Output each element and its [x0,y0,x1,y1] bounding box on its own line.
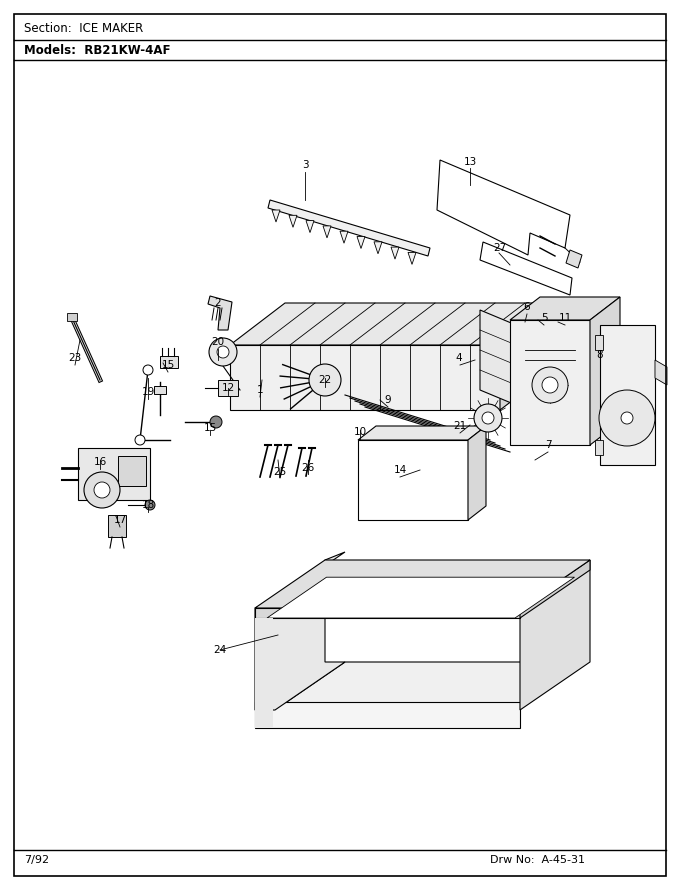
Bar [218,380,238,396]
Bar [595,335,603,350]
Bar [160,356,178,368]
Polygon shape [78,448,150,500]
Polygon shape [255,702,520,728]
Text: 10: 10 [354,427,367,437]
Polygon shape [289,215,297,227]
Text: 16: 16 [93,457,107,467]
Polygon shape [590,297,620,445]
Polygon shape [520,560,590,710]
Polygon shape [480,242,572,295]
Circle shape [309,364,341,396]
Polygon shape [655,360,667,385]
Polygon shape [437,160,570,255]
Text: Drw No:  A-45-31: Drw No: A-45-31 [490,855,585,865]
Polygon shape [520,560,590,618]
Polygon shape [255,552,345,710]
Text: 6: 6 [524,302,530,312]
Polygon shape [510,320,590,445]
Text: 3: 3 [302,160,308,170]
Bar [108,515,126,537]
Text: 18: 18 [141,500,154,510]
Text: 26: 26 [301,463,315,473]
Text: Section:  ICE MAKER: Section: ICE MAKER [24,21,143,35]
Text: 21: 21 [454,421,466,431]
Polygon shape [340,231,348,243]
Circle shape [542,377,558,393]
Bar [595,440,603,455]
Circle shape [474,404,502,432]
Polygon shape [566,250,582,268]
Circle shape [482,412,494,424]
Polygon shape [468,426,486,520]
Text: 15: 15 [203,423,217,433]
Polygon shape [255,618,273,728]
Polygon shape [357,237,365,248]
Polygon shape [275,662,580,710]
Text: 24: 24 [214,645,226,655]
Text: 1: 1 [256,385,263,395]
Text: 25: 25 [273,467,287,477]
Polygon shape [358,426,486,440]
Polygon shape [480,310,540,415]
Polygon shape [255,608,520,618]
Polygon shape [272,210,280,222]
Text: 4: 4 [456,353,462,363]
Text: Models:  RB21KW-4AF: Models: RB21KW-4AF [24,44,171,56]
Text: 27: 27 [494,243,507,253]
Text: 7/92: 7/92 [24,855,49,865]
Text: 5: 5 [541,313,547,323]
Text: 17: 17 [114,515,126,525]
Text: 8: 8 [596,350,603,360]
Circle shape [145,500,155,510]
Polygon shape [323,226,331,238]
Text: 23: 23 [69,353,82,363]
Text: 13: 13 [463,157,477,167]
Text: 20: 20 [211,337,224,347]
Polygon shape [408,253,416,264]
Circle shape [217,346,229,358]
Text: 14: 14 [393,465,407,475]
Polygon shape [255,560,590,608]
Polygon shape [208,296,232,330]
Polygon shape [510,297,620,320]
Text: 11: 11 [558,313,572,323]
Text: 15: 15 [161,360,175,370]
Polygon shape [255,702,520,740]
Circle shape [209,338,237,366]
Circle shape [532,367,568,403]
Text: 12: 12 [222,383,235,393]
Bar [118,456,146,486]
Polygon shape [268,200,430,256]
Circle shape [210,416,222,428]
Polygon shape [358,440,468,520]
Text: 9: 9 [385,395,391,405]
Bar [154,386,166,394]
Bar [67,313,77,321]
Circle shape [135,435,145,445]
Circle shape [621,412,633,424]
Polygon shape [230,303,555,345]
Polygon shape [391,247,399,259]
Polygon shape [306,221,314,232]
Text: 2: 2 [215,298,221,308]
Circle shape [84,472,120,508]
Text: 7: 7 [545,440,551,450]
Polygon shape [267,578,575,618]
Polygon shape [374,242,382,254]
Polygon shape [230,345,500,410]
Bar [600,325,655,465]
Circle shape [143,365,153,375]
Polygon shape [500,303,555,410]
Circle shape [599,390,655,446]
Circle shape [94,482,110,498]
Text: 22: 22 [318,375,332,385]
Text: 19: 19 [141,387,154,397]
